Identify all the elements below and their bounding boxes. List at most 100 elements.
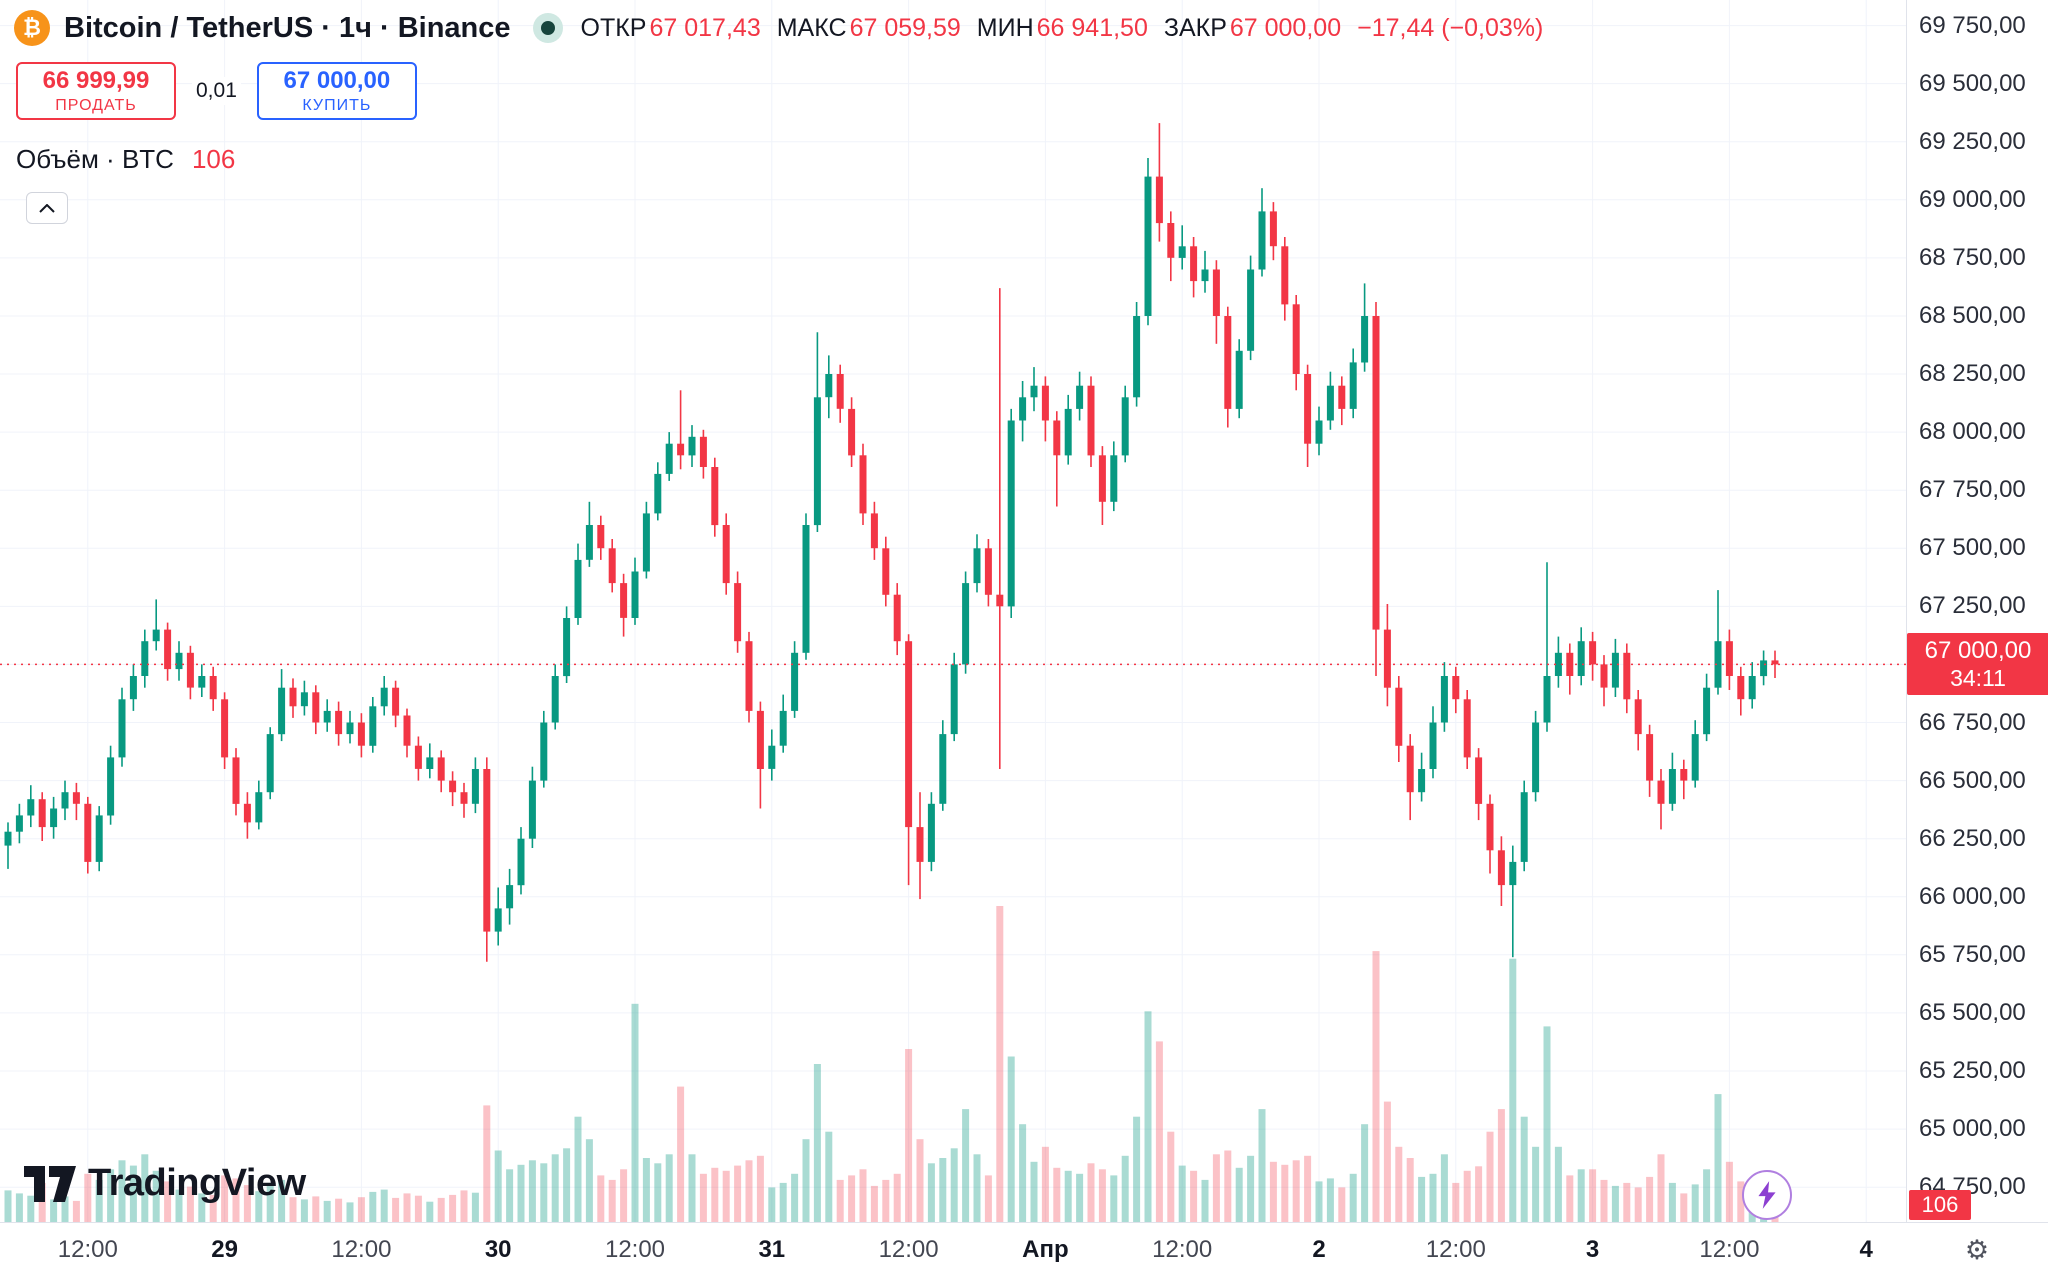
volume-bar: [1463, 1170, 1471, 1222]
volume-bar: [380, 1189, 388, 1222]
volume-bar: [1338, 1187, 1346, 1222]
close-label: ЗАКР: [1163, 13, 1227, 42]
symbol-title[interactable]: Bitcoin / TetherUS · 1ч · Binance: [64, 11, 511, 44]
volume-bar: [1623, 1182, 1631, 1222]
volume-study-value: 106: [191, 144, 236, 174]
volume-bar: [1566, 1175, 1574, 1222]
candle-body: [1691, 734, 1699, 781]
candle-body: [403, 715, 411, 746]
price-tick-label: 68 500,00: [1919, 301, 2026, 329]
legend-open: ОТКР 67 017,43: [581, 14, 761, 43]
candle-body: [221, 699, 229, 758]
volume-study-label: Объём · BTC: [16, 144, 174, 174]
volume-bar: [1121, 1155, 1129, 1222]
volume-bar: [1486, 1131, 1494, 1222]
tradingview-logo-icon: [24, 1165, 76, 1202]
candle-body: [870, 513, 878, 549]
volume-bar: [1053, 1167, 1061, 1222]
price-tick-label: 65 500,00: [1919, 998, 2026, 1026]
volume-bar: [392, 1197, 400, 1222]
candle-body: [426, 757, 434, 769]
volume-bar: [1383, 1101, 1391, 1222]
boost-button[interactable]: [1742, 1170, 1792, 1220]
candle-body: [1532, 722, 1540, 793]
volume-bar: [483, 1105, 491, 1222]
volume-bar: [1543, 1026, 1551, 1222]
candle-body: [506, 885, 514, 909]
time-axis[interactable]: 12:00 29 12:00 30 12:00 31 12:00 Апр 12:00 2 12:00…: [0, 1222, 2048, 1277]
volume-bar: [517, 1164, 525, 1222]
price-tick-label: 67 500,00: [1919, 534, 2026, 562]
volume-bar: [916, 1139, 924, 1222]
candle-body: [471, 769, 479, 804]
bitcoin-logo-icon: ₿: [14, 10, 50, 46]
volume-bar: [471, 1192, 479, 1222]
buy-button[interactable]: 67 000,00 КУПИТЬ: [256, 62, 417, 120]
candle-body: [27, 799, 35, 816]
volume-bar: [369, 1191, 377, 1222]
volume-bar: [460, 1190, 468, 1222]
price-tick-label: 68 750,00: [1919, 243, 2026, 271]
candle-body: [939, 734, 947, 804]
candle-body: [118, 699, 126, 758]
volume-bar: [1475, 1166, 1483, 1222]
volume-bar: [4, 1190, 12, 1222]
chart-legend-row: ₿ Bitcoin / TetherUS · 1ч · Binance ОТКР…: [14, 10, 1543, 46]
last-price-value: 67 000,00: [1924, 637, 2032, 665]
candle-body: [984, 548, 992, 595]
candle-body: [1304, 374, 1312, 444]
candle-body: [1714, 641, 1722, 688]
candle-body: [1269, 211, 1277, 247]
candle-body: [15, 815, 23, 832]
price-axis[interactable]: 67 000,00 34:11 106 69 750,00 69 500,00 69…: [1906, 0, 2048, 1222]
candle-body: [357, 722, 365, 746]
spread-value: 0,01: [192, 77, 241, 105]
volume-bar: [266, 1182, 274, 1222]
collapse-legend-button[interactable]: [26, 192, 68, 224]
time-axis-settings-gear-icon[interactable]: ⚙: [1964, 1235, 1990, 1265]
candle-body: [528, 780, 536, 839]
candle-body: [107, 757, 115, 816]
volume-bar: [608, 1179, 616, 1222]
volume-bar: [1167, 1131, 1175, 1222]
volume-bar: [1064, 1170, 1072, 1222]
market-status-icon[interactable]: [532, 13, 563, 43]
price-tick-label: 68 250,00: [1919, 360, 2026, 388]
lightning-icon: [1758, 1181, 1776, 1209]
volume-bar: [1258, 1109, 1266, 1222]
volume-bar: [1224, 1150, 1232, 1222]
candle-body: [1589, 641, 1597, 665]
candle-body: [836, 374, 844, 409]
candle-body: [893, 594, 901, 642]
time-tick-label: 12:00: [604, 1236, 666, 1263]
sell-label: ПРОДАТЬ: [55, 97, 137, 114]
volume-bar: [688, 1154, 696, 1222]
volume-bar: [437, 1197, 445, 1222]
time-tick-label: Апр: [1022, 1236, 1069, 1263]
candle-body: [1190, 246, 1198, 282]
candle-body: [141, 641, 149, 676]
candle-body: [1224, 316, 1232, 409]
candle-body: [380, 687, 388, 707]
volume-bar: [711, 1167, 719, 1222]
candlestick-chart[interactable]: [0, 0, 1906, 1222]
volume-bar: [1589, 1169, 1597, 1222]
sell-button[interactable]: 66 999,99 ПРОДАТЬ: [16, 62, 176, 120]
candle-body: [574, 559, 582, 618]
candle-body: [346, 722, 354, 735]
volume-bar: [175, 1189, 183, 1222]
candle-body: [1463, 699, 1471, 758]
volume-bar: [597, 1175, 605, 1222]
candle-body: [1668, 769, 1676, 804]
candle-body: [38, 799, 46, 828]
volume-bar: [312, 1196, 320, 1222]
high-value: 67 059,59: [849, 13, 961, 42]
volume-bar: [209, 1194, 217, 1222]
sell-price: 66 999,99: [42, 67, 150, 94]
candle-body: [1520, 792, 1528, 862]
tradingview-logo[interactable]: TradingView: [24, 1162, 306, 1205]
volume-bar: [95, 1179, 103, 1222]
candle-body: [1361, 316, 1369, 363]
volume-bar: [791, 1173, 799, 1222]
candle-body: [1235, 350, 1243, 409]
